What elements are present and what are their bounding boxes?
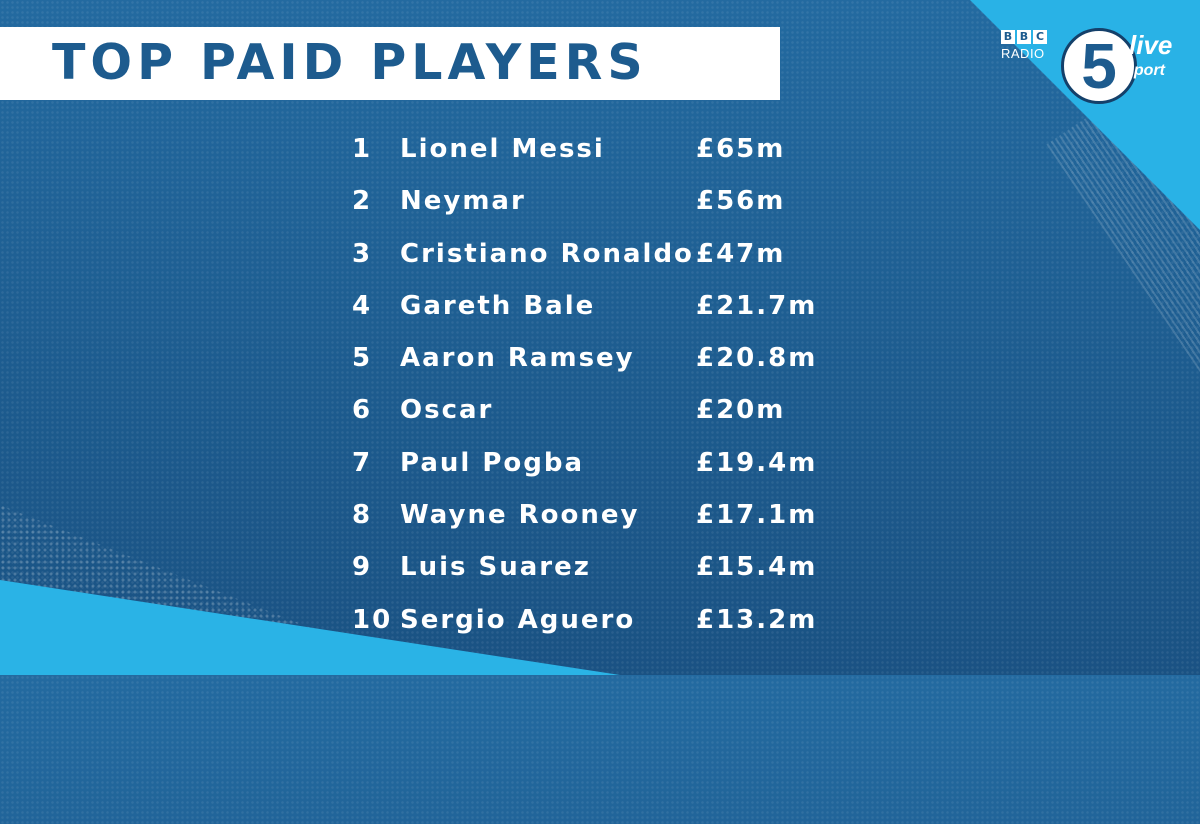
player-rank: 5 <box>352 343 373 374</box>
player-ranking-list: 1 Lionel Messi £65m 2 Neymar £56m 3 Cris… <box>352 124 852 647</box>
player-rank: 10 <box>352 604 393 635</box>
player-name: Luis Suarez <box>400 552 591 583</box>
player-salary: £47m <box>696 238 786 269</box>
title-banner <box>0 27 780 100</box>
list-item: 1 Lionel Messi £65m <box>352 124 852 176</box>
player-rank: 7 <box>352 447 373 478</box>
radio-label: RADIO <box>1001 46 1045 61</box>
player-name: Wayne Rooney <box>400 500 640 531</box>
player-rank: 6 <box>352 395 373 426</box>
player-rank: 4 <box>352 290 373 321</box>
sport-label: sport <box>1125 62 1165 79</box>
five-icon: 5 <box>1061 28 1137 104</box>
player-rank: 9 <box>352 552 373 583</box>
list-item: 9 Luis Suarez £15.4m <box>352 542 852 594</box>
player-rank: 3 <box>352 238 373 269</box>
player-name: Sergio Aguero <box>400 604 636 635</box>
player-salary: £17.1m <box>696 500 818 531</box>
player-salary: £21.7m <box>696 290 818 321</box>
player-rank: 8 <box>352 500 373 531</box>
player-name: Lionel Messi <box>400 134 605 164</box>
bbc-blocks: B B C <box>1001 30 1047 44</box>
player-salary: £56m <box>696 186 786 217</box>
player-name: Neymar <box>400 186 526 217</box>
player-salary: £65m <box>696 134 786 164</box>
player-name: Paul Pogba <box>400 447 585 478</box>
list-item: 2 Neymar £56m <box>352 176 852 228</box>
player-name: Gareth Bale <box>400 290 596 321</box>
bbc-radio-5-live-sport-logo: B B C RADIO 5 live sport <box>1001 24 1176 114</box>
list-item: 6 Oscar £20m <box>352 385 852 437</box>
player-name: Oscar <box>400 395 494 426</box>
live-label: live <box>1129 30 1173 60</box>
player-salary: £15.4m <box>696 552 818 583</box>
five-number: 5 <box>1081 30 1117 102</box>
player-salary: £13.2m <box>696 604 818 635</box>
player-name: Aaron Ramsey <box>400 343 635 374</box>
page-title: TOP PAID PLAYERS <box>52 34 648 91</box>
player-salary: £19.4m <box>696 447 818 478</box>
player-rank: 1 <box>352 134 373 164</box>
list-item: 10 Sergio Aguero £13.2m <box>352 595 852 647</box>
bbc-letter: C <box>1033 30 1047 44</box>
list-item: 8 Wayne Rooney £17.1m <box>352 490 852 542</box>
list-item: 5 Aaron Ramsey £20.8m <box>352 333 852 385</box>
decorative-corner-bottom-left <box>0 580 620 675</box>
player-salary: £20m <box>696 395 786 426</box>
list-item: 3 Cristiano Ronaldo £47m <box>352 229 852 281</box>
player-rank: 2 <box>352 186 373 217</box>
bbc-letter: B <box>1001 30 1015 44</box>
bbc-letter: B <box>1017 30 1031 44</box>
list-item: 4 Gareth Bale £21.7m <box>352 281 852 333</box>
player-salary: £20.8m <box>696 343 818 374</box>
list-item: 7 Paul Pogba £19.4m <box>352 438 852 490</box>
player-name: Cristiano Ronaldo <box>400 238 694 269</box>
